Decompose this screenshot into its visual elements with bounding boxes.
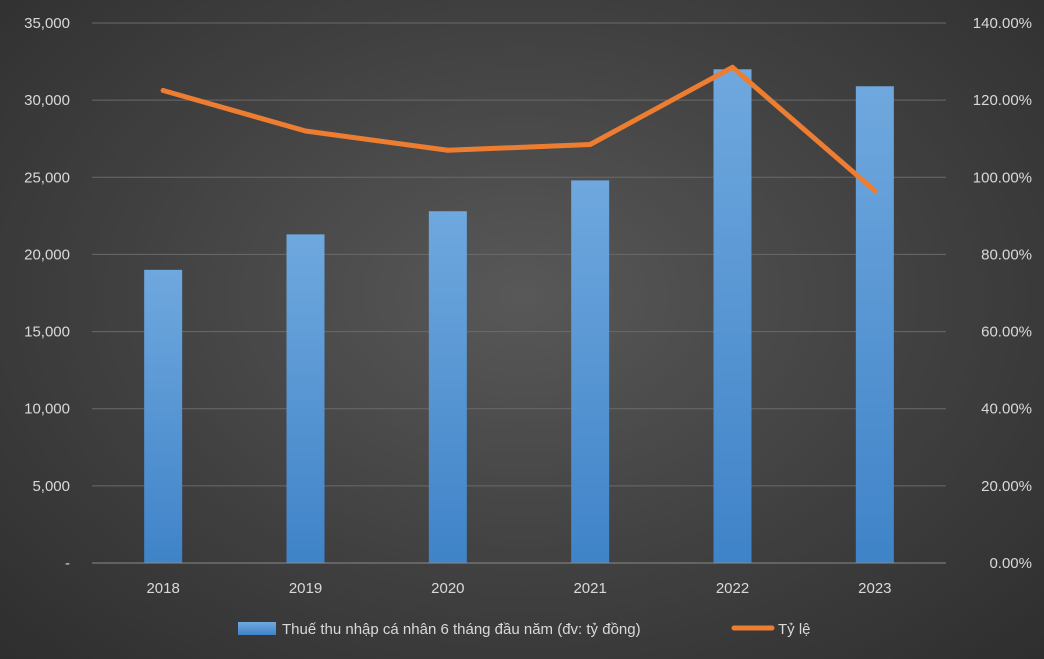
gridlines (92, 22, 946, 487)
line-point-2019 (303, 128, 308, 134)
axes: - 5,000 10,000 15,000 20,000 25,000 30,000 35,0… (24, 15, 1032, 597)
legend-line-label: Tỷ lệ (778, 621, 811, 638)
legend-bar-label: Thuế thu nhập cá nhân 6 tháng đầu năm (đ… (282, 621, 641, 638)
bar-2019 (286, 234, 325, 563)
y-left-tick-label: 15,000 (24, 324, 70, 341)
x-tick-label: 2023 (858, 580, 891, 597)
line-point-2023 (872, 188, 878, 194)
y-left-tick-label: 10,000 (24, 401, 70, 418)
y-right-tick-label: 0.00% (989, 555, 1032, 572)
line-point-2018 (160, 88, 166, 93)
line-point-2022 (730, 64, 735, 70)
line-point-2021 (587, 142, 593, 147)
y-right-tick-label: 20.00% (981, 478, 1032, 495)
x-tick-label: 2018 (146, 580, 179, 597)
x-tick-label: 2022 (716, 580, 749, 597)
y-left-tick-label: - (65, 555, 70, 572)
y-left-tick-label: 30,000 (24, 92, 70, 109)
bar-2023 (855, 86, 894, 563)
bar-2020 (428, 211, 467, 563)
x-tick-label: 2021 (573, 580, 606, 597)
line-rate (160, 64, 878, 194)
y-right-tick-label: 60.00% (981, 324, 1032, 341)
bar-2022 (713, 69, 752, 564)
y-right-tick-label: 80.00% (981, 246, 1032, 263)
y-left-tick-label: 25,000 (24, 169, 70, 186)
y-right-tick-label: 100.00% (973, 169, 1032, 186)
y-left-tick-label: 5,000 (32, 478, 70, 495)
x-tick-label: 2019 (289, 580, 322, 597)
legend-bar-swatch (238, 622, 276, 635)
line-series (160, 64, 878, 194)
y-right-tick-label: 40.00% (981, 401, 1032, 418)
legend: Thuế thu nhập cá nhân 6 tháng đầu năm (đ… (238, 621, 811, 638)
y-right-tick-label: 120.00% (973, 92, 1032, 109)
y-left-tick-label: 35,000 (24, 15, 70, 32)
bar-2018 (144, 269, 183, 563)
y-left-tick-label: 20,000 (24, 246, 70, 263)
bar-2021 (571, 180, 610, 563)
line-point-2020 (445, 147, 451, 153)
bar-series (144, 69, 894, 564)
x-tick-label: 2020 (431, 580, 464, 597)
y-right-tick-label: 140.00% (973, 15, 1032, 32)
